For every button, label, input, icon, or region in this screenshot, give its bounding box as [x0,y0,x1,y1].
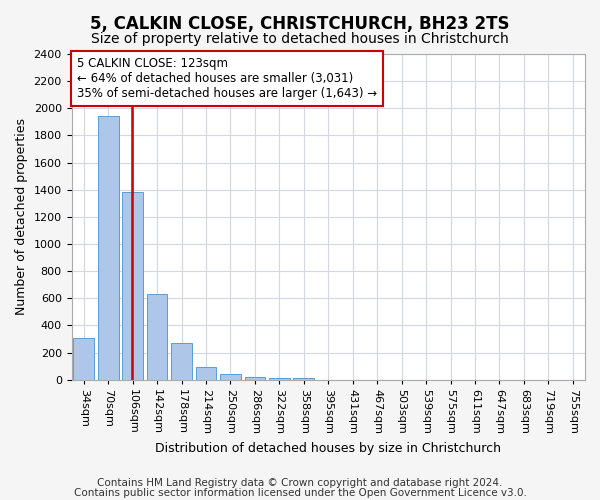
Bar [147,294,167,380]
Text: Contains public sector information licensed under the Open Government Licence v3: Contains public sector information licen… [74,488,526,498]
Bar [245,376,265,380]
Bar [171,343,192,380]
Bar [293,378,314,380]
Text: 5 CALKIN CLOSE: 123sqm
← 64% of detached houses are smaller (3,031)
35% of semi-: 5 CALKIN CLOSE: 123sqm ← 64% of detached… [77,58,377,100]
Bar [196,368,217,380]
Text: Size of property relative to detached houses in Christchurch: Size of property relative to detached ho… [91,32,509,46]
Bar [98,116,119,380]
Y-axis label: Number of detached properties: Number of detached properties [15,118,28,316]
Bar [269,378,290,380]
Bar [73,338,94,380]
Bar [122,192,143,380]
Text: 5, CALKIN CLOSE, CHRISTCHURCH, BH23 2TS: 5, CALKIN CLOSE, CHRISTCHURCH, BH23 2TS [90,15,510,33]
Text: Contains HM Land Registry data © Crown copyright and database right 2024.: Contains HM Land Registry data © Crown c… [97,478,503,488]
X-axis label: Distribution of detached houses by size in Christchurch: Distribution of detached houses by size … [155,442,501,455]
Bar [220,374,241,380]
